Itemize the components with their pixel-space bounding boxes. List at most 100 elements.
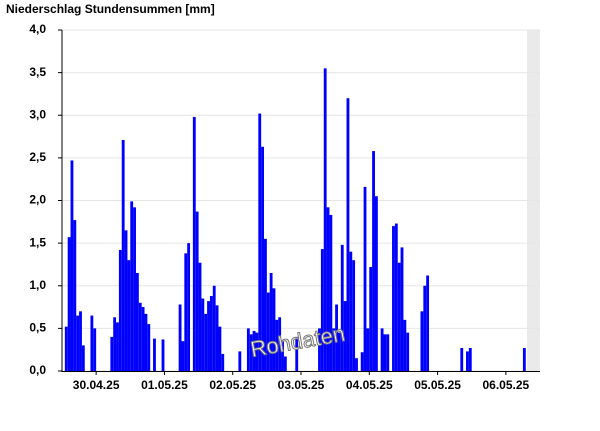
bar (135, 272, 139, 371)
bar (323, 68, 327, 372)
x-tick-label: 06.05.25 (482, 378, 529, 392)
bar (426, 275, 430, 371)
bar (181, 341, 185, 371)
x-tick-label: 02.05.25 (209, 378, 256, 392)
bar (275, 319, 279, 371)
bar (394, 223, 398, 371)
bar (466, 351, 469, 371)
bar (79, 311, 82, 371)
bar (266, 292, 270, 371)
bar (283, 356, 287, 371)
bar (318, 328, 321, 371)
bar (272, 288, 276, 371)
y-tick-label: 2,0 (29, 193, 46, 207)
bar (295, 336, 299, 371)
bar (198, 262, 202, 371)
bar (138, 302, 142, 371)
bar (110, 336, 114, 371)
bar (355, 358, 358, 371)
bar (90, 315, 94, 371)
bar (81, 345, 85, 371)
bar (278, 317, 282, 371)
bar (161, 339, 165, 371)
x-tick-label: 30.04.25 (73, 378, 120, 392)
bar (397, 262, 401, 371)
bar (468, 347, 472, 371)
y-tick-label: 0,0 (29, 363, 46, 377)
bar (329, 214, 333, 371)
bar (124, 230, 128, 371)
bar (252, 330, 256, 371)
bar (363, 186, 367, 371)
bar (332, 328, 336, 371)
bar (249, 334, 253, 371)
bar (67, 237, 71, 371)
bar (383, 334, 387, 371)
bars (64, 68, 526, 372)
bar (386, 334, 390, 371)
bar (269, 272, 273, 371)
bar (153, 338, 156, 371)
bar (400, 247, 404, 371)
y-tick-label: 3,5 (29, 65, 46, 79)
bar (264, 238, 267, 371)
bar (372, 151, 375, 371)
bar (258, 113, 262, 372)
bar (209, 295, 213, 371)
bar (118, 249, 122, 371)
y-tick-label: 3,0 (29, 107, 46, 121)
x-tick-label: 05.05.25 (414, 378, 461, 392)
bar (204, 313, 208, 371)
bar (141, 307, 145, 371)
bar (420, 311, 424, 371)
bar (360, 352, 364, 371)
bar (366, 328, 370, 371)
bar (192, 116, 196, 371)
bar (130, 201, 134, 371)
x-tick-label: 03.05.25 (278, 378, 325, 392)
bar (184, 253, 188, 371)
bar (64, 326, 68, 371)
bar (116, 322, 119, 371)
bar (423, 285, 427, 371)
bar (144, 313, 148, 371)
bar (147, 324, 151, 371)
y-tick-label: 2,5 (29, 150, 46, 164)
bar (76, 315, 80, 371)
bar (335, 304, 338, 371)
bar (178, 304, 182, 371)
bar (352, 260, 356, 371)
y-tick-label: 1,0 (29, 278, 46, 292)
bar (215, 305, 219, 371)
bar (238, 351, 242, 371)
bar (261, 146, 265, 371)
bar (522, 347, 526, 371)
bar (201, 298, 205, 371)
bar (195, 211, 199, 371)
bar (187, 243, 191, 371)
bar (326, 207, 330, 371)
bar (406, 332, 410, 371)
bar (346, 98, 350, 371)
bar (343, 301, 347, 371)
bar (392, 226, 395, 371)
y-tick-label: 4,0 (29, 22, 46, 36)
bar (73, 220, 77, 371)
bar (337, 332, 341, 371)
bar (70, 160, 74, 371)
bar (246, 328, 250, 371)
bar (374, 196, 378, 371)
x-tick-label: 04.05.25 (346, 378, 393, 392)
bar (403, 319, 407, 371)
bar (113, 317, 117, 371)
bar (369, 266, 373, 371)
bar (93, 328, 97, 371)
bar (380, 328, 384, 371)
bar (460, 347, 464, 371)
bar (340, 244, 344, 371)
bar (133, 207, 136, 371)
bar (221, 353, 225, 371)
bar (121, 139, 125, 371)
